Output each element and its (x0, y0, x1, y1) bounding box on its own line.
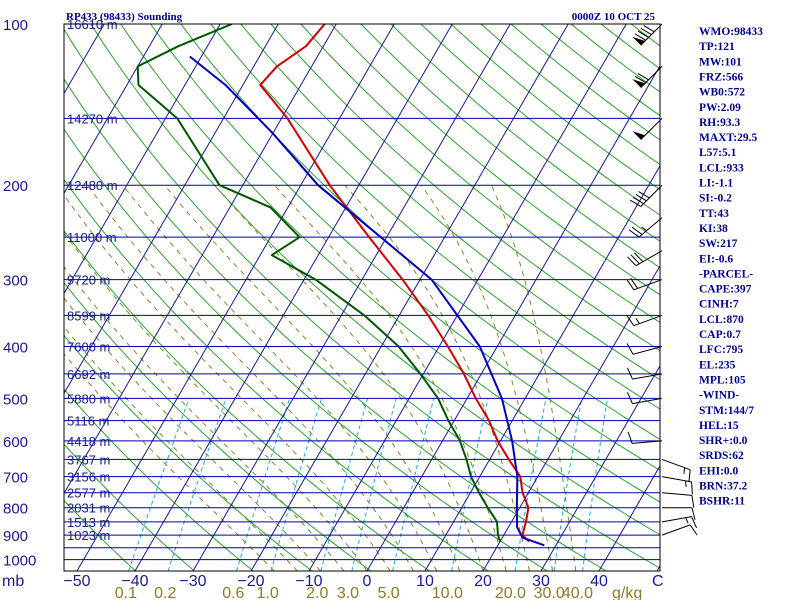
index-line: LFC:795 (699, 344, 743, 356)
index-line: WB0:572 (699, 87, 745, 99)
index-line: CINH:7 (699, 299, 739, 311)
index-line: LI:-1.1 (699, 178, 733, 190)
temperature-tick-label: −30 (179, 573, 206, 590)
index-line: -WIND- (699, 390, 739, 402)
index-line: EI:-0.6 (699, 253, 733, 265)
index-line: SRDS:62 (699, 450, 744, 462)
index-line: MAXT:29.5 (699, 132, 757, 144)
height-label: 4418 m (67, 434, 110, 449)
mixing-ratio-tick-label: 40.0 (562, 585, 593, 600)
pressure-tick-label: 1000 (3, 553, 36, 570)
pressure-tick-label: 200 (3, 178, 28, 195)
index-line: MPL:105 (699, 374, 746, 386)
index-line: TT:43 (699, 208, 729, 220)
mixing-ratio-tick-label: 3.0 (337, 585, 359, 600)
mixing-ratio-tick-label: 0.1 (115, 585, 137, 600)
height-label: 8599 m (67, 308, 110, 323)
temperature-tick-label: 20 (474, 573, 492, 590)
mixing-ratio-unit-label: g/kg (612, 585, 642, 600)
index-line: LCL:933 (699, 162, 744, 174)
pressure-unit-label: mb (2, 573, 24, 590)
station-title: RP433 (98433) Sounding (66, 11, 183, 23)
index-line: SW:217 (699, 238, 738, 250)
pressure-tick-label: 700 (3, 470, 28, 487)
pressure-tick-label: 600 (3, 434, 28, 451)
index-line: RH:93.3 (699, 117, 740, 129)
valid-time: 0000Z 10 OCT 25 (572, 11, 656, 23)
index-line: TP:121 (699, 41, 735, 53)
pressure-tick-label: 800 (3, 501, 28, 518)
index-line: STM:144/7 (699, 405, 754, 417)
height-label: 5116 m (67, 414, 109, 429)
index-line: EHI:0.0 (699, 465, 739, 477)
index-line: BSHR:11 (699, 496, 745, 508)
pressure-tick-label: 900 (3, 528, 28, 545)
height-label: 7600 m (67, 339, 110, 354)
height-label: 3767 m (67, 452, 110, 467)
index-line: CAP:0.7 (699, 329, 741, 341)
index-line: BRN:37.2 (699, 481, 747, 493)
index-line: HEL:15 (699, 420, 739, 432)
height-label: 12480 m (67, 178, 118, 193)
temperature-tick-label: 0 (363, 573, 372, 590)
height-label: 2577 m (67, 486, 110, 501)
index-line: FRZ:566 (699, 71, 743, 83)
index-line: KI:38 (699, 223, 728, 235)
index-line: PW:2.09 (699, 102, 741, 114)
index-line: EL:235 (699, 359, 736, 371)
height-label: 11000 m (67, 230, 117, 245)
height-label: 2031 m (67, 501, 110, 516)
index-line: WMO:98433 (699, 26, 763, 38)
index-line: CAPE:397 (699, 284, 752, 296)
temperature-tick-label: −50 (63, 573, 90, 590)
mixing-ratio-tick-label: 5.0 (377, 585, 399, 600)
index-line: MW:101 (699, 56, 742, 68)
index-line: L57:5.1 (699, 147, 737, 159)
mixing-ratio-tick-label: 0.6 (222, 585, 244, 600)
mixing-ratio-tick-label: 1.0 (257, 585, 279, 600)
height-label: 9720 m (67, 273, 110, 288)
height-label: 1023 m (67, 528, 110, 543)
pressure-tick-label: 300 (3, 273, 28, 290)
height-label: 6692 m (67, 367, 110, 382)
pressure-tick-label: 500 (3, 391, 28, 408)
index-line: LCL:870 (699, 314, 744, 326)
mixing-ratio-tick-label: 10.0 (432, 585, 463, 600)
mixing-ratio-tick-label: 0.2 (154, 585, 176, 600)
height-label: 3156 m (67, 470, 110, 485)
height-label: 5880 m (67, 391, 110, 406)
temperature-unit-label: C (652, 573, 664, 590)
pressure-tick-label: 100 (3, 17, 28, 34)
index-line: -PARCEL- (699, 268, 753, 280)
height-label: 14270 m (67, 111, 118, 126)
pressure-tick-label: 400 (3, 339, 28, 356)
mixing-ratio-tick-label: 20.0 (495, 585, 526, 600)
index-line: SHR+:0.0 (699, 435, 748, 447)
index-line: SI:-0.2 (699, 193, 732, 205)
mixing-ratio-tick-label: 2.0 (306, 585, 328, 600)
mixing-ratio-tick-label: 30.0 (534, 585, 565, 600)
